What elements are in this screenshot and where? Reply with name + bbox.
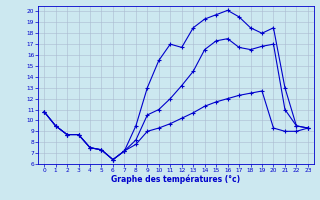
X-axis label: Graphe des températures (°c): Graphe des températures (°c): [111, 175, 241, 184]
